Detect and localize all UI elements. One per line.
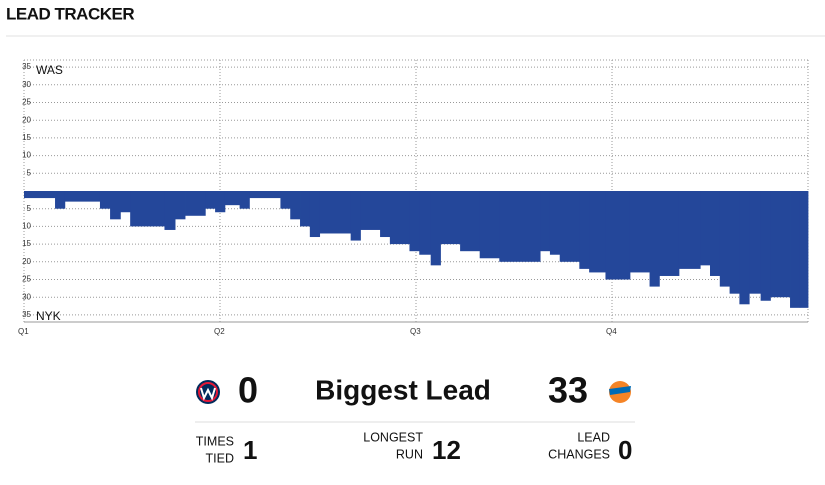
lead-step xyxy=(678,191,701,269)
lead-step xyxy=(739,191,750,305)
y-tick-label: 25 xyxy=(22,275,31,284)
lead-step xyxy=(24,191,56,199)
lead-step xyxy=(770,191,791,298)
y-tick-label: 20 xyxy=(22,115,31,124)
lead-step xyxy=(175,191,186,220)
longest-run-label: LONGEST xyxy=(363,430,423,444)
bottom-team-label: NYK xyxy=(36,309,61,323)
y-tick-label: 35 xyxy=(22,62,31,71)
lead-step xyxy=(540,191,551,252)
lead-step xyxy=(224,191,240,206)
longest-run-value: 12 xyxy=(432,435,461,465)
lead-step xyxy=(659,191,680,276)
lead-step xyxy=(710,191,721,276)
lead-step xyxy=(440,191,461,245)
lead-step xyxy=(99,191,111,209)
y-tick-label: 5 xyxy=(27,168,32,177)
lead-step xyxy=(389,191,410,245)
lead-changes-label: LEAD xyxy=(577,430,610,444)
lead-step xyxy=(729,191,740,294)
lead-step xyxy=(499,191,541,262)
x-tick-label: Q2 xyxy=(214,327,225,336)
y-tick-label: 10 xyxy=(22,222,31,231)
times-tied-label: TIED xyxy=(206,451,234,465)
lead-step xyxy=(205,191,216,209)
y-tick-label: 15 xyxy=(22,239,31,248)
lead-step xyxy=(409,191,420,252)
nyk-biggest-lead: 33 xyxy=(548,370,588,411)
lead-step xyxy=(350,191,361,241)
lead-step xyxy=(380,191,391,238)
times-tied-value: 1 xyxy=(243,435,257,465)
lead-step xyxy=(749,191,762,294)
lead-step xyxy=(309,191,321,238)
lead-step xyxy=(55,191,66,209)
top-team-label: WAS xyxy=(36,63,63,77)
y-tick-label: 5 xyxy=(27,204,32,213)
times-tied-label: TIMES xyxy=(196,434,234,448)
lead-step xyxy=(360,191,381,230)
y-tick-label: 35 xyxy=(22,310,31,319)
lead-step xyxy=(719,191,730,287)
lead-step xyxy=(130,191,165,227)
lead-step xyxy=(319,191,352,234)
lead-step xyxy=(579,191,590,269)
lead-step xyxy=(629,191,650,273)
lead-step xyxy=(589,191,606,273)
lead-step xyxy=(479,191,500,259)
header-title: LEAD TRACKER xyxy=(6,4,134,23)
lead-step xyxy=(239,191,250,209)
lead-step xyxy=(460,191,481,252)
y-tick-label: 30 xyxy=(22,292,31,301)
y-tick-label: 30 xyxy=(22,80,31,89)
lead-step xyxy=(120,191,131,213)
lead-step xyxy=(64,191,101,202)
nyk-logo xyxy=(609,381,631,403)
lead-step xyxy=(605,191,631,280)
lead-step xyxy=(649,191,660,287)
lead-changes-value: 0 xyxy=(618,435,632,465)
lead-step xyxy=(700,191,711,266)
lead-step xyxy=(290,191,301,220)
was-logo xyxy=(196,380,220,404)
biggest-lead-label: Biggest Lead xyxy=(315,374,491,405)
was-biggest-lead: 0 xyxy=(238,370,258,411)
lead-step xyxy=(549,191,561,255)
lead-step xyxy=(799,191,809,308)
y-tick-label: 20 xyxy=(22,257,31,266)
lead-step xyxy=(430,191,441,266)
x-tick-label: Q4 xyxy=(606,327,617,336)
lead-step xyxy=(110,191,121,220)
lead-step xyxy=(300,191,311,227)
x-tick-label: Q3 xyxy=(410,327,421,336)
x-tick-label: Q1 xyxy=(18,327,29,336)
y-tick-label: 25 xyxy=(22,98,31,107)
lead-step xyxy=(215,191,226,213)
longest-run-label: RUN xyxy=(396,447,423,461)
plot: 35 30 25 20 15 10 5 5 10 15 20 25 30 35 Q1 Q2 Q3 Q4 xyxy=(18,59,809,336)
lead-step xyxy=(760,191,771,301)
y-tick-label: 15 xyxy=(22,133,31,142)
lead-step xyxy=(790,191,801,308)
y-tick-label: 10 xyxy=(22,151,31,160)
lead-step xyxy=(280,191,291,209)
lead-step xyxy=(419,191,432,255)
lead-step xyxy=(164,191,176,230)
lead-step xyxy=(185,191,206,216)
lead-step xyxy=(559,191,580,262)
lead-changes-label: CHANGES xyxy=(548,447,610,461)
lead-step xyxy=(249,191,281,199)
